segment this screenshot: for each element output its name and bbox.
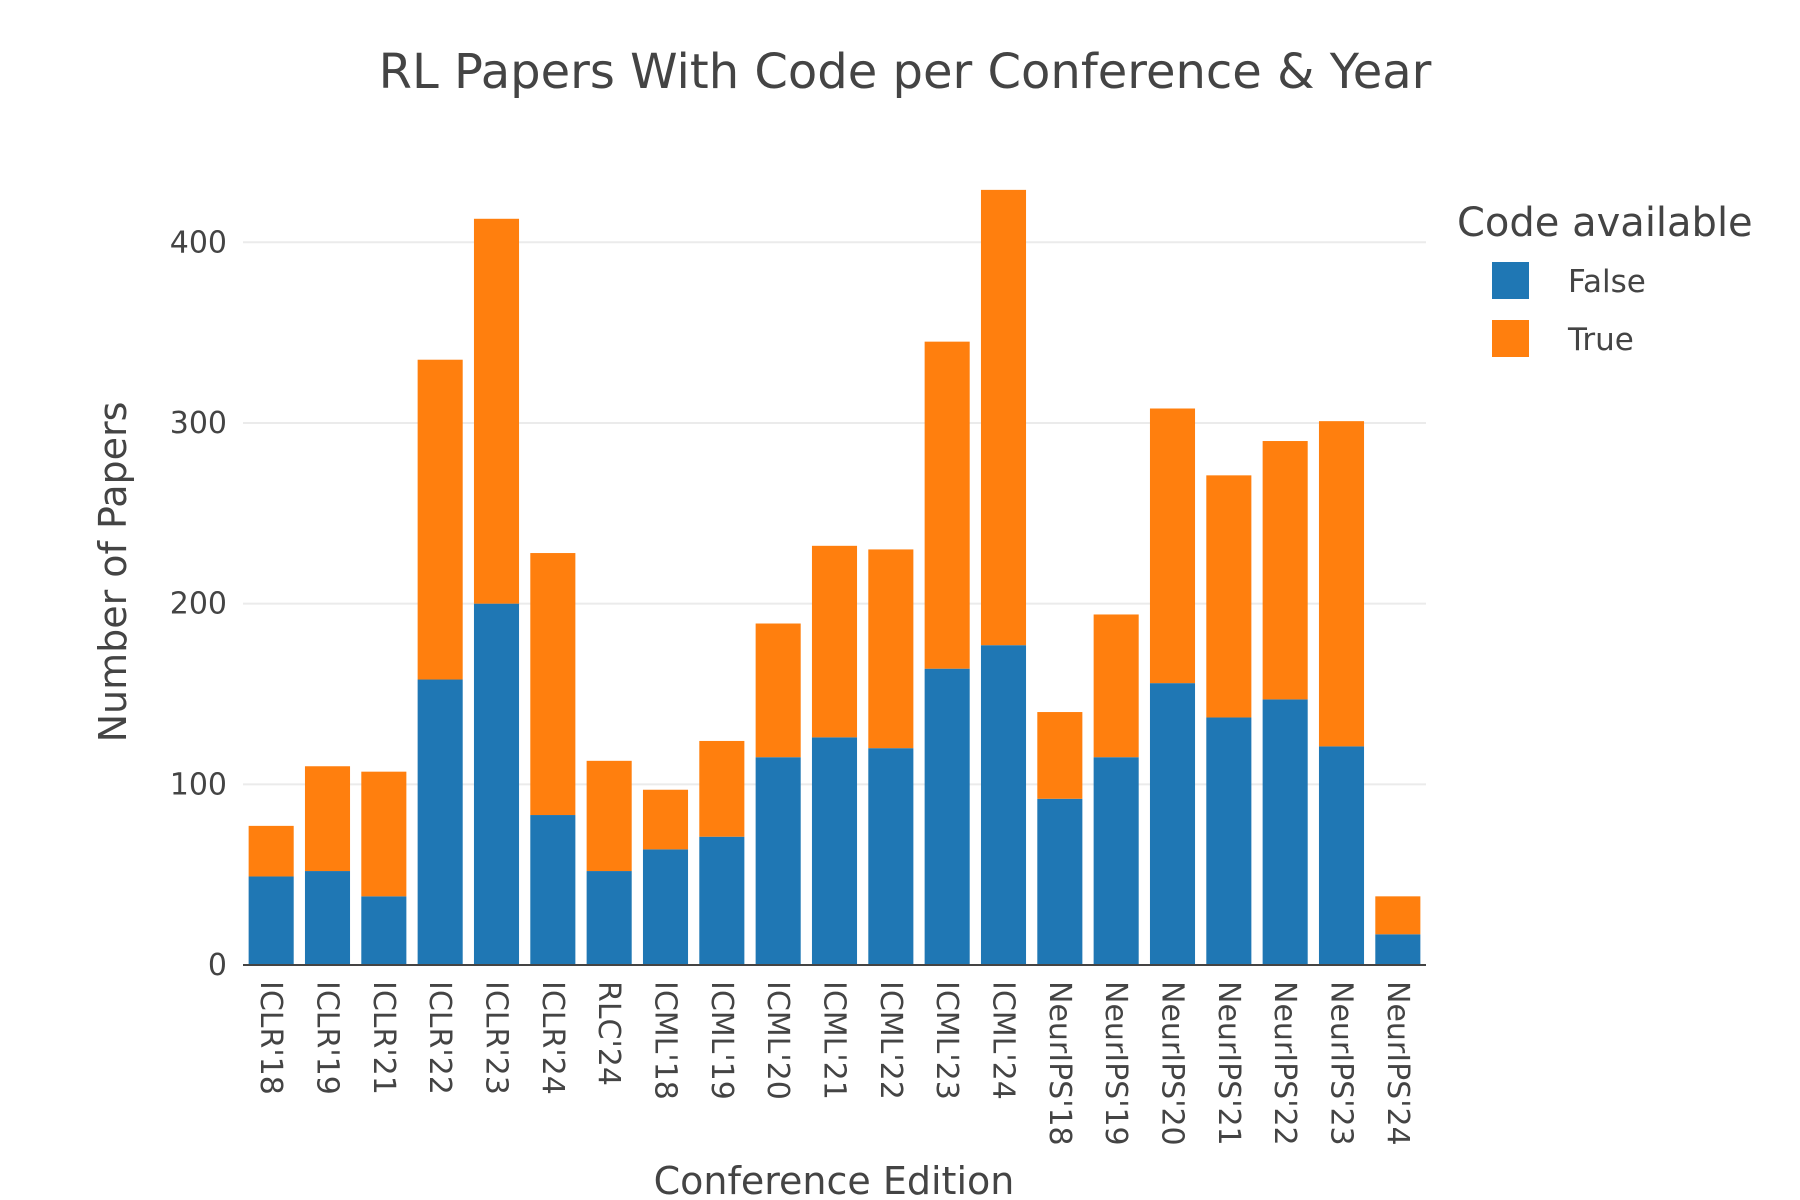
bar-false-0 xyxy=(248,876,294,965)
x-tick-label: NeurIPS'24 xyxy=(1380,981,1415,1146)
x-tick-label: ICLR'19 xyxy=(310,981,345,1095)
bars xyxy=(248,189,1421,965)
x-tick-label: ICML'21 xyxy=(817,981,852,1100)
y-tick-label: 400 xyxy=(170,225,227,260)
y-axis-ticks: 0 100 200 300 400 xyxy=(170,225,227,983)
bar-true-16 xyxy=(1149,408,1196,684)
bar-false-5 xyxy=(530,815,576,965)
bar-false-13 xyxy=(980,645,1027,965)
x-tick-label: ICLR'21 xyxy=(366,981,401,1095)
bar-true-14 xyxy=(1037,712,1083,799)
bar-true-0 xyxy=(248,825,294,877)
bar-true-3 xyxy=(417,359,463,680)
legend-swatch-false xyxy=(1492,262,1529,299)
y-tick-label: 300 xyxy=(170,406,227,441)
x-tick-label: NeurIPS'21 xyxy=(1211,981,1246,1146)
x-tick-label: ICLR'24 xyxy=(535,981,570,1095)
bar-false-7 xyxy=(642,849,689,965)
bar-false-20 xyxy=(1375,934,1421,965)
legend-swatch-true xyxy=(1492,320,1529,357)
x-tick-label: ICML'20 xyxy=(760,981,795,1100)
bar-false-3 xyxy=(417,679,463,965)
x-tick-label: RLC'24 xyxy=(591,981,626,1086)
bar-true-7 xyxy=(642,789,689,850)
bar-false-9 xyxy=(755,757,801,965)
bar-true-2 xyxy=(361,771,407,897)
bar-true-13 xyxy=(980,189,1027,646)
legend-title: Code available xyxy=(1457,200,1753,246)
x-tick-label: NeurIPS'20 xyxy=(1155,981,1190,1146)
bar-true-17 xyxy=(1206,475,1252,718)
y-axis-title: Number of Papers xyxy=(91,402,135,743)
x-tick-label: NeurIPS'22 xyxy=(1267,981,1302,1146)
bar-true-11 xyxy=(868,549,914,749)
bar-false-14 xyxy=(1037,798,1083,965)
legend-label-true: True xyxy=(1567,322,1634,358)
x-axis-title: Conference Edition xyxy=(654,1159,1015,1200)
bar-false-4 xyxy=(473,603,520,965)
bar-false-12 xyxy=(924,668,970,965)
bar-false-18 xyxy=(1262,699,1308,965)
bar-true-9 xyxy=(755,623,801,758)
bar-true-4 xyxy=(473,218,520,604)
x-axis-ticks: ICLR'18 ICLR'19 ICLR'21 ICLR'22 ICLR'23 ICLR'… xyxy=(253,981,1415,1146)
x-tick-label: ICML'19 xyxy=(704,981,739,1100)
x-tick-label: NeurIPS'19 xyxy=(1098,981,1133,1146)
bar-true-20 xyxy=(1375,896,1421,935)
bar-true-12 xyxy=(924,341,970,669)
bar-true-15 xyxy=(1093,614,1139,758)
legend-label-false: False xyxy=(1568,264,1646,300)
y-tick-label: 0 xyxy=(208,948,227,983)
bar-true-6 xyxy=(586,760,632,872)
x-tick-label: NeurIPS'23 xyxy=(1324,981,1359,1146)
legend: Code available False True xyxy=(1457,200,1753,358)
bar-false-16 xyxy=(1149,683,1196,965)
bar-false-1 xyxy=(304,871,351,965)
bar-false-2 xyxy=(361,896,407,965)
bar-true-1 xyxy=(304,766,351,872)
chart-title: RL Papers With Code per Conference & Yea… xyxy=(379,44,1432,100)
bar-true-18 xyxy=(1262,441,1308,700)
bar-true-19 xyxy=(1318,421,1365,747)
x-tick-label: ICLR'23 xyxy=(479,981,514,1095)
bar-false-11 xyxy=(868,748,914,965)
bar-true-5 xyxy=(530,553,576,816)
y-tick-label: 200 xyxy=(170,587,227,622)
x-tick-label: ICLR'18 xyxy=(253,981,288,1095)
bar-false-6 xyxy=(586,871,632,965)
x-tick-label: ICML'24 xyxy=(986,981,1021,1100)
bar-false-10 xyxy=(811,737,858,965)
x-tick-label: ICML'18 xyxy=(648,981,683,1100)
legend-items: False True xyxy=(1492,262,1646,358)
x-tick-label: ICML'22 xyxy=(873,981,908,1100)
bar-false-17 xyxy=(1206,717,1252,965)
x-tick-label: NeurIPS'18 xyxy=(1042,981,1077,1146)
y-tick-label: 100 xyxy=(170,767,227,802)
bar-true-10 xyxy=(811,545,858,738)
x-tick-label: ICML'23 xyxy=(929,981,964,1100)
bar-false-8 xyxy=(699,836,745,965)
x-tick-label: ICLR'22 xyxy=(422,981,457,1095)
bar-false-15 xyxy=(1093,757,1139,965)
bar-true-8 xyxy=(699,740,745,837)
bar-false-19 xyxy=(1318,746,1365,965)
